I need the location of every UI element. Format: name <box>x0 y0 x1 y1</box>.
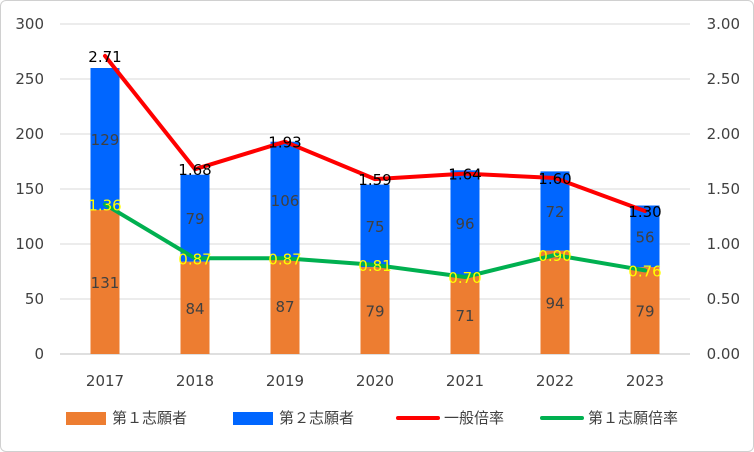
bar <box>90 209 120 354</box>
line-data-label: 0.87 <box>268 250 301 268</box>
bar <box>90 68 120 210</box>
legend-label: 第１志願倍率 <box>588 409 678 427</box>
bar <box>180 261 210 354</box>
x-tick-label: 2023 <box>626 372 664 390</box>
y-right-tick-label: 0.50 <box>707 290 740 308</box>
line-data-label: 1.60 <box>538 170 571 188</box>
line-data-label: 0.90 <box>538 247 571 265</box>
bar <box>270 141 300 259</box>
y-left-tick-label: 250 <box>15 70 44 88</box>
bar <box>630 205 660 268</box>
bar <box>270 258 300 354</box>
x-tick-label: 2022 <box>536 372 574 390</box>
x-tick-label: 2017 <box>86 372 124 390</box>
line-data-label: 1.93 <box>268 134 301 152</box>
bar <box>360 267 390 354</box>
bar <box>450 170 480 276</box>
y-left-tick-label: 50 <box>25 290 44 308</box>
line-data-label: 1.30 <box>628 203 661 221</box>
y-left-tick-label: 150 <box>15 180 44 198</box>
bar-data-label: 131 <box>91 274 120 292</box>
bar <box>360 184 390 268</box>
line-data-label: 1.36 <box>88 196 121 214</box>
y-right-tick-label: 0.00 <box>707 345 740 363</box>
y-left-tick-label: 100 <box>15 235 44 253</box>
bar-data-label: 79 <box>185 210 204 228</box>
x-tick-label: 2018 <box>176 372 214 390</box>
legend-label: 第２志願者 <box>279 409 354 427</box>
line-data-label: 1.64 <box>448 166 481 184</box>
y-right-tick-label: 1.00 <box>707 235 740 253</box>
y-right-tick-label: 1.50 <box>707 180 740 198</box>
line-data-label: 1.68 <box>178 161 211 179</box>
bar-data-label: 94 <box>545 294 564 312</box>
bar <box>630 267 660 354</box>
x-tick-label: 2019 <box>266 372 304 390</box>
y-left-tick-label: 200 <box>15 125 44 143</box>
line-data-label: 0.81 <box>358 257 391 275</box>
bar <box>540 171 570 251</box>
series-line <box>103 202 647 279</box>
bar-data-label: 79 <box>635 303 654 321</box>
bar-data-label: 56 <box>635 228 654 246</box>
bar-data-label: 106 <box>271 192 300 210</box>
line-data-label: 0.70 <box>448 269 481 287</box>
bar-data-label: 72 <box>545 203 564 221</box>
bar <box>180 174 210 262</box>
legend-label: 一般倍率 <box>444 409 504 427</box>
y-left-tick-label: 300 <box>15 15 44 33</box>
bar-data-label: 79 <box>365 303 384 321</box>
line-data-label: 0.87 <box>178 250 211 268</box>
y-right-tick-label: 2.50 <box>707 70 740 88</box>
legend-swatch <box>66 412 106 425</box>
y-right-tick-label: 3.00 <box>707 15 740 33</box>
x-tick-label: 2021 <box>446 372 484 390</box>
bar-data-label: 75 <box>365 218 384 236</box>
line-data-label: 1.59 <box>358 171 391 189</box>
y-left-tick-label: 0 <box>34 345 44 363</box>
line-data-label: 2.71 <box>88 48 121 66</box>
legend-swatch <box>233 412 273 425</box>
bar <box>540 250 570 354</box>
series-line <box>103 53 647 213</box>
x-tick-label: 2020 <box>356 372 394 390</box>
bar-data-label: 71 <box>455 307 474 325</box>
y-right-tick-label: 2.00 <box>707 125 740 143</box>
bar <box>450 275 480 354</box>
line-data-label: 0.76 <box>628 262 661 280</box>
bar-data-label: 129 <box>91 131 120 149</box>
bar-data-label: 87 <box>275 298 294 316</box>
legend-label: 第１志願者 <box>112 409 187 427</box>
bar-data-label: 84 <box>185 300 204 318</box>
bar-data-label: 96 <box>455 215 474 233</box>
